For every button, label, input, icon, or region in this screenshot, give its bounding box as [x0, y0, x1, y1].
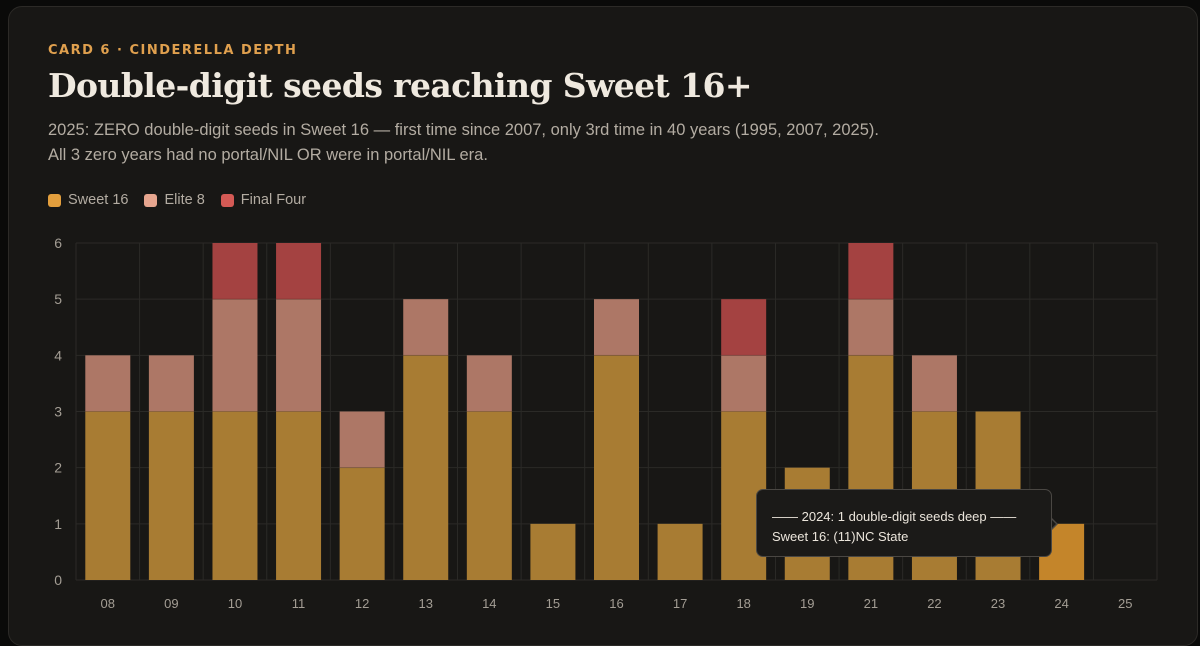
x-tick-label-25: 25 [1118, 596, 1132, 611]
bar-08-sweet-16[interactable] [85, 411, 131, 581]
bar-16-sweet-16[interactable] [594, 355, 639, 580]
bar-13-sweet-16[interactable] [403, 355, 449, 580]
x-tick-label-15: 15 [546, 596, 560, 611]
bar-10-elite-8[interactable] [212, 299, 258, 412]
y-tick-label-3: 3 [54, 404, 62, 420]
chart-legend: Sweet 16 Elite 8 Final Four [48, 192, 306, 208]
chart-title: Double-digit seeds reaching Sweet 16+ [48, 66, 752, 105]
y-tick-label-4: 4 [54, 347, 62, 363]
bar-11-final-four[interactable] [276, 243, 322, 300]
chart-tooltip: —— 2024: 1 double-digit seeds deep —— Sw… [756, 489, 1052, 557]
bar-10-sweet-16[interactable] [212, 411, 258, 581]
bar-09-elite-8[interactable] [148, 355, 194, 412]
y-tick-label-1: 1 [54, 516, 62, 532]
x-tick-label-13: 13 [419, 596, 433, 611]
chart-subtitle: 2025: ZERO double-digit seeds in Sweet 1… [48, 121, 879, 164]
y-tick-label-2: 2 [54, 460, 62, 476]
x-tick-label-18: 18 [736, 596, 750, 611]
legend-item-sweet16[interactable]: Sweet 16 [48, 192, 128, 208]
bar-18-elite-8[interactable] [721, 355, 767, 412]
legend-item-elite8[interactable]: Elite 8 [144, 192, 205, 208]
legend-label-elite8: Elite 8 [164, 192, 205, 208]
bar-09-sweet-16[interactable] [148, 411, 194, 581]
y-tick-label-5: 5 [54, 291, 62, 307]
tooltip-line: Sweet 16: (11)NC State [772, 529, 909, 544]
x-tick-label-19: 19 [800, 596, 814, 611]
bar-10-final-four[interactable] [212, 243, 258, 300]
x-tick-label-21: 21 [864, 596, 878, 611]
bar-22-elite-8[interactable] [911, 355, 957, 412]
x-tick-label-09: 09 [164, 596, 178, 611]
legend-item-finalfour[interactable]: Final Four [220, 192, 307, 208]
x-tick-label-14: 14 [482, 596, 496, 611]
bar-11-elite-8[interactable] [276, 299, 322, 412]
bar-17-sweet-16[interactable] [657, 523, 703, 580]
tooltip-header: —— 2024: 1 double-digit seeds deep —— [772, 509, 1017, 524]
legend-label-sweet16: Sweet 16 [68, 192, 129, 208]
card-eyebrow: CARD 6 · CINDERELLA DEPTH [48, 43, 298, 58]
x-tick-label-23: 23 [991, 596, 1005, 611]
bar-08-elite-8[interactable] [85, 355, 131, 412]
x-tick-label-10: 10 [228, 596, 242, 611]
y-tick-label-0: 0 [54, 572, 62, 588]
x-tick-label-22: 22 [927, 596, 941, 611]
bar-16-elite-8[interactable] [594, 299, 639, 356]
bar-11-sweet-16[interactable] [276, 411, 322, 581]
legend-swatch-finalfour [220, 193, 234, 207]
bar-18-final-four[interactable] [721, 299, 767, 356]
tooltip-arrow-inner [1050, 518, 1056, 530]
bar-21-final-four[interactable] [848, 243, 894, 300]
legend-swatch-sweet16 [48, 193, 61, 207]
x-tick-label-24: 24 [1054, 596, 1068, 611]
bar-12-sweet-16[interactable] [339, 467, 385, 580]
x-tick-label-17: 17 [673, 596, 687, 611]
legend-label-finalfour: Final Four [240, 192, 307, 208]
bar-12-elite-8[interactable] [339, 411, 385, 468]
bar-14-elite-8[interactable] [466, 355, 512, 412]
bar-21-elite-8[interactable] [848, 299, 894, 356]
bar-13-elite-8[interactable] [403, 299, 449, 356]
legend-swatch-elite8 [144, 193, 158, 207]
x-tick-label-11: 11 [292, 596, 306, 611]
bar-14-sweet-16[interactable] [466, 411, 512, 581]
bar-15-sweet-16[interactable] [530, 523, 576, 580]
x-tick-label-08: 08 [101, 596, 115, 611]
y-tick-label-6: 6 [54, 235, 62, 251]
x-tick-label-16: 16 [609, 596, 623, 611]
x-tick-label-12: 12 [355, 596, 369, 611]
